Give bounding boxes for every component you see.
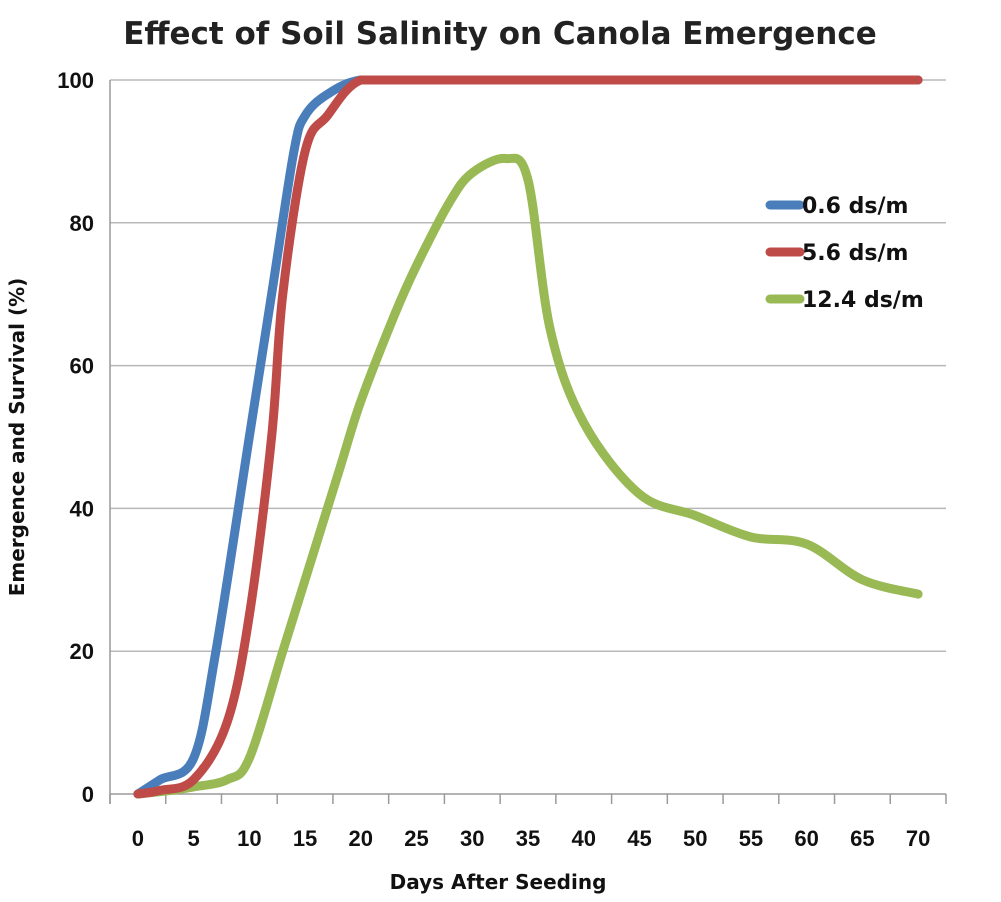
x-tick-label-20: 20 bbox=[349, 826, 373, 851]
y-tick-label-60: 60 bbox=[70, 354, 94, 379]
series-line-1 bbox=[133, 75, 923, 799]
x-tick-label-30: 30 bbox=[460, 826, 484, 851]
y-tick-label-0: 0 bbox=[82, 782, 94, 807]
x-axis-label: Days After Seeding bbox=[390, 870, 607, 894]
x-tick-label-15: 15 bbox=[293, 826, 317, 851]
tick-labels: 0 20 40 60 80 100 0 5 10 15 20 25 30 35 40 45 50 55 60 65 70 bbox=[57, 68, 930, 851]
x-tick-label-50: 50 bbox=[683, 826, 707, 851]
legend-label-2: 12.4 ds/m bbox=[802, 288, 924, 313]
x-tick-label-45: 45 bbox=[627, 826, 651, 851]
x-tick-label-10: 10 bbox=[237, 826, 261, 851]
y-tick-label-20: 20 bbox=[70, 639, 94, 664]
x-tick-label-40: 40 bbox=[571, 826, 595, 851]
x-tick-label-70: 70 bbox=[906, 826, 930, 851]
x-tick-label-5: 5 bbox=[187, 826, 199, 851]
x-tick-label-0: 0 bbox=[132, 826, 144, 851]
y-tick-label-100: 100 bbox=[57, 68, 94, 93]
chart-title: Effect of Soil Salinity on Canola Emerge… bbox=[123, 16, 877, 52]
y-tick-label-80: 80 bbox=[70, 211, 94, 236]
legend-label-0: 0.6 ds/m bbox=[802, 194, 908, 219]
x-tick-label-35: 35 bbox=[516, 826, 540, 851]
x-tick-label-65: 65 bbox=[850, 826, 874, 851]
y-tick-label-40: 40 bbox=[70, 496, 94, 521]
legend-label-1: 5.6 ds/m bbox=[802, 241, 908, 266]
axes bbox=[109, 80, 947, 804]
x-tick-label-25: 25 bbox=[404, 826, 428, 851]
x-tick-label-60: 60 bbox=[794, 826, 818, 851]
series-line-2 bbox=[133, 153, 923, 799]
data-series bbox=[133, 75, 923, 799]
y-axis-label: Emergence and Survival (%) bbox=[5, 278, 29, 597]
legend: 0.6 ds/m 5.6 ds/m 12.4 ds/m bbox=[765, 194, 924, 313]
x-tick-label-55: 55 bbox=[739, 826, 763, 851]
